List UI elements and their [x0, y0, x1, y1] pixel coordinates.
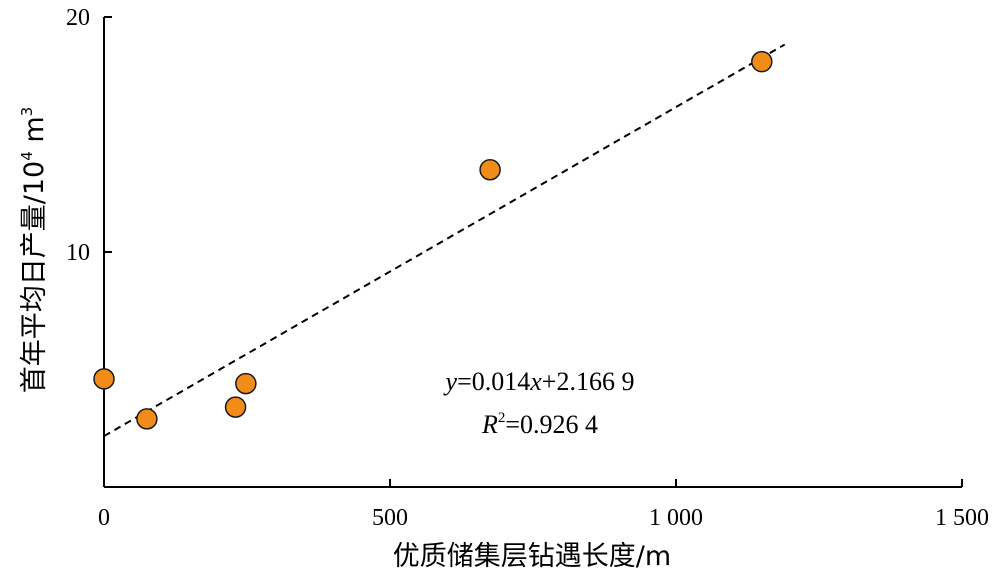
data-point — [751, 50, 773, 73]
r-squared-exp: 2 — [498, 410, 506, 426]
data-point — [93, 368, 115, 390]
trendline — [103, 43, 786, 437]
y-axis-title-unit-exp: 3 — [18, 107, 36, 117]
y-tick-label: 10 — [66, 240, 90, 266]
ticks: 0 500 1 000 1 500 10 20 — [66, 5, 989, 531]
y-axis-title-unit: m — [19, 116, 50, 151]
y-axis-title-exp: 4 — [18, 151, 36, 161]
x-tick-label: 500 — [372, 505, 408, 531]
x-axis-title: 优质储集层钻遇长度/m — [393, 541, 671, 572]
r-squared-var: R — [481, 410, 498, 439]
data-point — [224, 396, 247, 418]
equation-x-var: x — [529, 367, 542, 396]
y-axis-title: 首年平均日产量/104 m3 — [18, 107, 50, 393]
equation-end: +2.166 9 — [542, 367, 635, 396]
data-points — [93, 50, 773, 430]
regression-equation: y=0.014x+2.166 9 — [443, 367, 635, 396]
x-tick-label: 0 — [98, 505, 110, 531]
data-point — [235, 372, 257, 395]
data-point — [479, 159, 501, 181]
x-tick-label: 1 500 — [935, 505, 989, 531]
y-tick-label: 20 — [66, 5, 90, 31]
r-squared-label: R2=0.926 4 — [481, 410, 598, 439]
trendline-group — [103, 43, 786, 437]
data-point — [136, 408, 158, 430]
y-axis-title-main: 首年平均日产量/10 — [19, 161, 50, 393]
equation-y-var: y — [443, 367, 458, 396]
x-tick-label: 1 000 — [649, 505, 703, 531]
equation-mid: =0.014 — [457, 367, 530, 396]
r-squared-value: =0.926 4 — [505, 410, 598, 439]
